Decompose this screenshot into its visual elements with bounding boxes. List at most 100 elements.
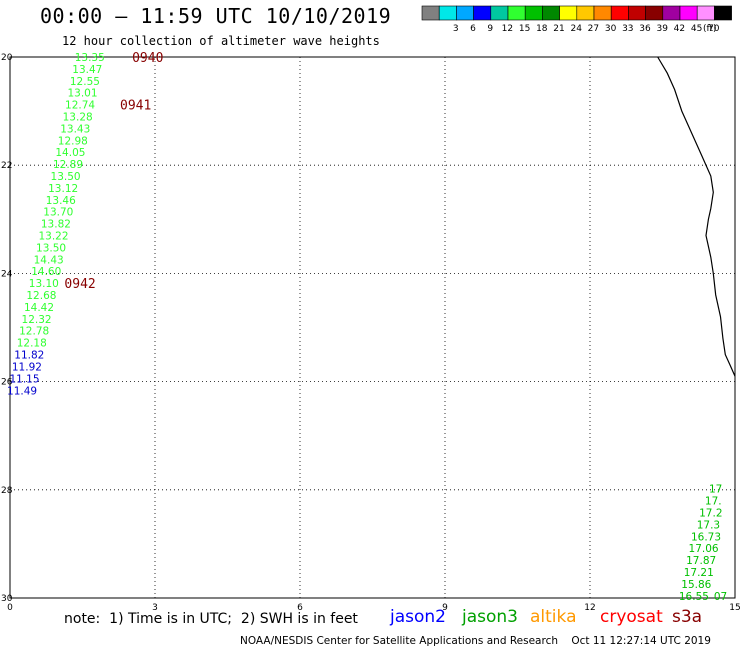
footer-credit: NOAA/NESDIS Center for Satellite Applica… (240, 635, 711, 647)
legend-swatch (576, 5, 595, 21)
legend-swatch (593, 5, 612, 21)
y-tick-label: 28 (1, 486, 13, 496)
swh-value: 13.82 (41, 219, 71, 231)
page-title: 00:00 – 11:59 UTC 10/10/2019 (40, 4, 392, 28)
legend-swatch (714, 5, 732, 21)
swh-value: 13.47 (72, 64, 102, 76)
legend-tick-label: 39 (656, 24, 668, 34)
legend-tick-label: 18 (536, 24, 548, 34)
satellite-cryosat: cryosat (600, 607, 663, 627)
swh-value: 17.06 (689, 543, 719, 555)
y-tick-label: 20 (1, 53, 13, 63)
footer-source: NOAA/NESDIS Center for Satellite Applica… (240, 635, 558, 647)
legend-swatch (662, 5, 681, 21)
swh-value: 17.21 (684, 567, 714, 579)
legend-swatch (473, 5, 492, 21)
swh-value: 13.50 (51, 171, 81, 183)
pass-time-label: 0941 (120, 99, 151, 114)
y-tick-label: 30 (1, 594, 13, 604)
legend-swatch (542, 5, 560, 21)
legend-swatch (456, 5, 474, 21)
swh-value: 11.15 (9, 373, 39, 385)
swh-value: 11.82 (14, 350, 44, 362)
legend-swatch (645, 5, 664, 21)
x-tick-label: 15 (729, 603, 740, 613)
legend-swatch (559, 5, 578, 21)
map-frame (9, 56, 736, 599)
swh-value: 14.60 (31, 266, 61, 278)
swh-value: 12.32 (22, 314, 52, 326)
swh-value: 12.68 (26, 290, 56, 302)
swh-value: 13.70 (43, 207, 73, 219)
swh-value: 17.87 (686, 555, 716, 567)
legend-tick-label: 12 (502, 24, 513, 34)
satellite-jason2: jason2 (390, 607, 446, 627)
swh-value: 12.74 (65, 100, 95, 112)
swh-value: 13.22 (38, 231, 68, 243)
legend-tick-label: 6 (470, 24, 476, 34)
x-tick-label: 3 (152, 603, 158, 613)
coastline (657, 56, 736, 377)
pass-time-label: 0942 (64, 277, 95, 292)
y-tick-label: 24 (1, 269, 13, 279)
swh-value: 11.92 (12, 361, 42, 373)
legend-tick-label: 33 (622, 24, 633, 34)
legend-swatch (524, 5, 543, 21)
swh-value: 17.3 (697, 519, 720, 531)
map-grid: 0 3 6 9 12 15 20 22 24 26 28 30 (1, 53, 740, 613)
swh-value: 12.98 (58, 135, 88, 147)
legend-swatch (421, 5, 440, 21)
legend-tick-label: 30 (605, 24, 617, 34)
swh-value: 13.43 (60, 123, 90, 135)
swh-value: 16.55 (679, 591, 709, 603)
swh-value: 13.50 (36, 242, 66, 254)
swh-value: 11.49 (7, 385, 37, 397)
swh-value: 16.73 (691, 531, 721, 543)
legend-tick-label: 36 (639, 24, 651, 34)
time-labels: 0940 0941 0942 (64, 51, 163, 292)
swh-value: 07 (714, 591, 727, 603)
swh-value: 12.78 (19, 326, 49, 338)
x-tick-label: 6 (297, 603, 303, 613)
swh-value: 12.55 (70, 76, 100, 88)
legend-tick-label: 45 (691, 24, 702, 34)
legend-tick-label: 70 (708, 24, 720, 34)
y-tick-label: 22 (1, 161, 12, 171)
y-tick-label: 26 (1, 378, 13, 388)
wave-height-track: 13.3513.4712.5513.0112.7413.2813.4312.98… (7, 52, 727, 603)
legend-tick-label: 3 (453, 24, 459, 34)
x-tick-label: 9 (442, 603, 448, 613)
footer-timestamp: Oct 11 12:27:14 UTC 2019 (571, 635, 711, 647)
swh-value: 13.01 (67, 88, 97, 100)
swh-value: 17. (705, 496, 722, 508)
swh-value: 13.10 (29, 278, 59, 290)
legend-tick-label: 42 (674, 24, 685, 34)
legend-swatch (490, 5, 509, 21)
satellite-jason3: jason3 (462, 607, 518, 627)
swh-value: 15.86 (681, 579, 711, 591)
legend-swatch (507, 5, 526, 21)
legend-swatch (696, 5, 715, 21)
legend-tick-label: 27 (588, 24, 599, 34)
swh-value: 14.43 (34, 254, 64, 266)
swh-value: 12.18 (17, 338, 47, 350)
satellite-altika: altika (530, 607, 577, 627)
satellite-s3a: s3a (672, 607, 703, 627)
legend-swatch (679, 5, 698, 21)
legend-swatch (438, 5, 457, 21)
legend-tick-label: 24 (570, 24, 582, 34)
legend-unit: (ft) (703, 24, 717, 34)
coastline-path (657, 56, 736, 377)
pass-time-label: 0940 (132, 51, 163, 66)
swh-value: 14.42 (24, 302, 54, 314)
swh-value: 12.89 (53, 159, 83, 171)
swh-value: 13.35 (75, 52, 105, 64)
note-text: note: 1) Time is in UTC; 2) SWH is in fe… (64, 611, 358, 627)
color-legend: 3 6 9 12 15 18 21 24 27 30 33 36 39 42 45 70(ft) (421, 5, 732, 34)
swh-value: 17.2 (699, 508, 722, 520)
legend-tick-label: 15 (519, 24, 530, 34)
swh-value: 13.12 (48, 183, 78, 195)
legend-tick-label: 21 (553, 24, 564, 34)
legend-swatch (628, 5, 646, 21)
